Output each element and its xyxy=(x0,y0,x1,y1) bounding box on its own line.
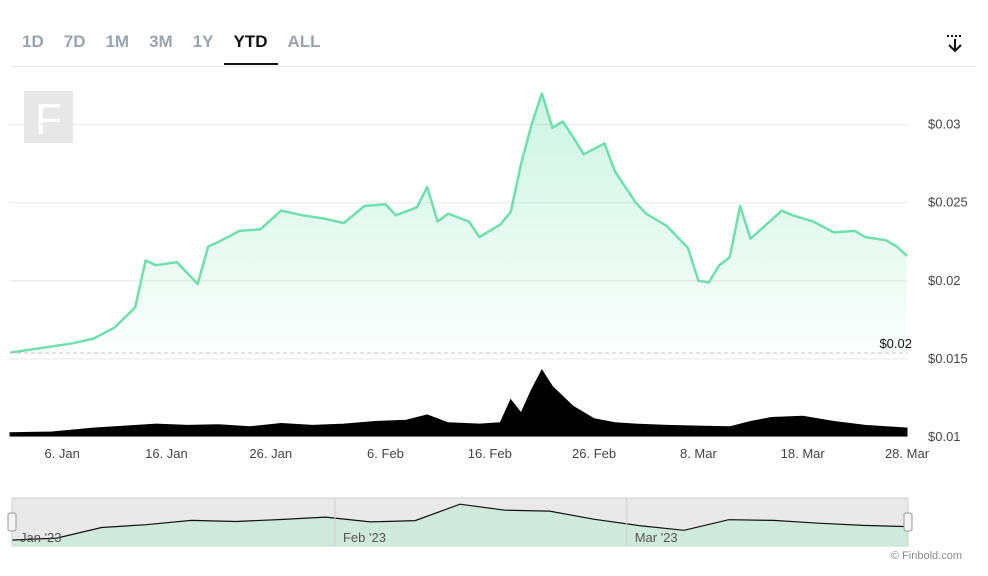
x-tick-label: 6. Feb xyxy=(367,446,404,461)
y-tick-label: $0.02 xyxy=(928,273,961,288)
download-button[interactable] xyxy=(944,33,966,55)
navigator-label: Jan '23 xyxy=(20,530,62,545)
x-tick-label: 26. Feb xyxy=(572,446,616,461)
price-line xyxy=(9,92,908,354)
x-tick-label: 18. Mar xyxy=(781,446,826,461)
tab-1m[interactable]: 1M xyxy=(105,32,130,51)
current-price-label: $0.02 xyxy=(879,336,912,351)
tab-1d[interactable]: 1D xyxy=(22,32,44,51)
volume-area xyxy=(9,369,908,437)
tab-all[interactable]: ALL xyxy=(287,32,321,51)
tab-ytd[interactable]: YTD xyxy=(223,26,278,65)
x-tick-label: 28. Mar xyxy=(885,446,930,461)
x-tick-label: 26. Jan xyxy=(249,446,292,461)
tab-3m[interactable]: 3M xyxy=(149,32,173,51)
navigator-line xyxy=(11,503,909,541)
tabs-divider xyxy=(12,66,976,67)
download-icon xyxy=(947,35,963,53)
y-tick-label: $0.025 xyxy=(928,195,968,210)
finbold-logo-watermark: F xyxy=(24,91,73,144)
y-tick-label: $0.03 xyxy=(928,117,961,132)
tab-7d[interactable]: 7D xyxy=(63,32,86,51)
svg-text:F: F xyxy=(35,95,62,144)
source-credit: © Finbold.com xyxy=(890,550,962,562)
x-tick-label: 16. Jan xyxy=(145,446,188,461)
x-tick-label: 8. Mar xyxy=(680,446,718,461)
timeframe-tabs: 1D 7D 1M 3M 1Y YTD ALL xyxy=(12,26,331,66)
y-tick-label: $0.015 xyxy=(928,351,968,366)
y-tick-label: $0.01 xyxy=(928,429,961,444)
navigator-area xyxy=(12,504,908,546)
navigator-right-handle[interactable] xyxy=(903,512,913,532)
navigator-left-handle[interactable] xyxy=(7,512,17,532)
navigator-label: Feb '23 xyxy=(343,530,386,545)
tab-1y[interactable]: 1Y xyxy=(192,32,214,51)
x-tick-label: 6. Jan xyxy=(44,446,79,461)
x-tick-label: 16. Feb xyxy=(468,446,512,461)
price-area-fill xyxy=(10,93,907,356)
navigator-label: Mar '23 xyxy=(635,530,678,545)
